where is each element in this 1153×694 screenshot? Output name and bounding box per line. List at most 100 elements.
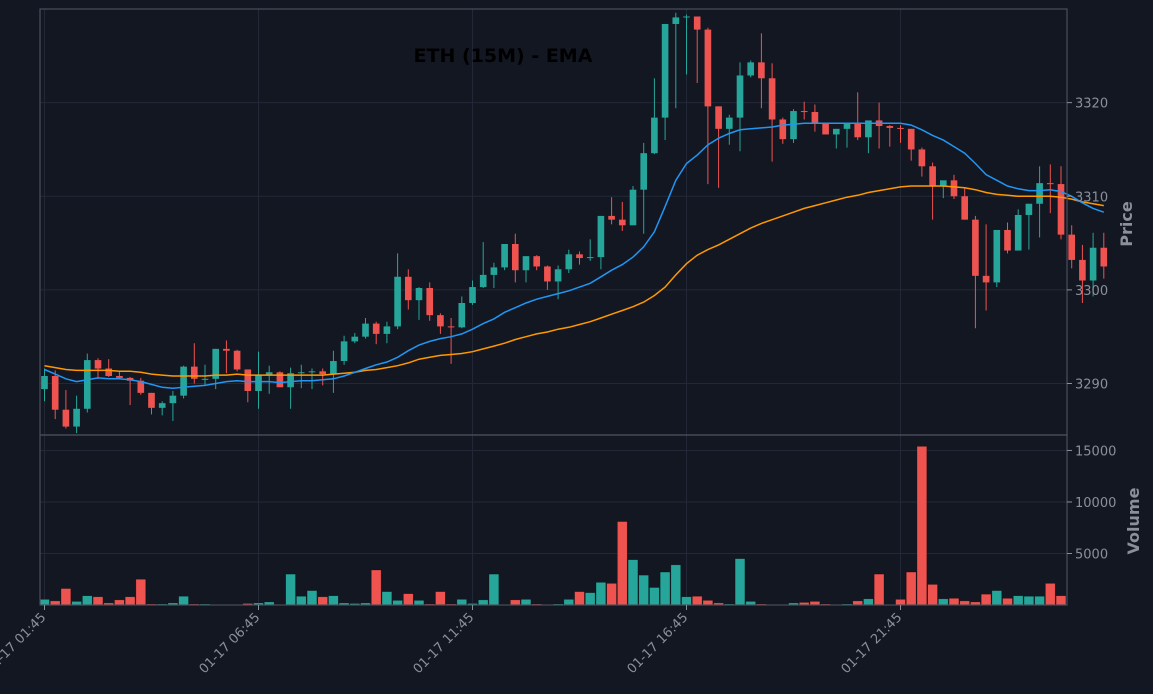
candle-up	[661, 23, 669, 118]
candle-down	[511, 244, 519, 271]
volume-tick-label: 5000	[1075, 547, 1108, 562]
candle-down	[715, 106, 722, 129]
candle-down	[576, 254, 583, 259]
volume-bar-up	[82, 595, 93, 606]
candle-up	[725, 117, 733, 129]
candle-up	[479, 274, 487, 288]
candle-down	[276, 372, 284, 388]
candle-down	[233, 350, 241, 370]
volume-bar-down	[606, 583, 617, 606]
volume-bar-down	[370, 569, 382, 606]
candle-down	[704, 29, 712, 107]
ema-fast-line	[44, 122, 1105, 389]
candle-up	[736, 75, 744, 118]
candle-up	[415, 288, 423, 301]
volume-bar-up	[456, 599, 468, 606]
candle-down	[1068, 234, 1076, 260]
volume-bar-down	[317, 596, 328, 606]
volume-bar-down	[403, 593, 414, 606]
chart-title: ETH (15M) - EMA	[414, 45, 593, 67]
volume-bar-up	[595, 582, 607, 606]
candle-up	[330, 361, 337, 375]
candle-up	[265, 372, 273, 376]
volume-panel-frame	[39, 434, 1068, 606]
candle-up	[672, 17, 680, 24]
volume-bar-down	[691, 595, 703, 606]
price-candles	[41, 12, 1108, 434]
candle-down	[1004, 229, 1011, 251]
volume-bar-down	[702, 600, 714, 606]
volume-tick-label: 10000	[1075, 496, 1116, 511]
candle-down	[886, 126, 894, 128]
candle-down	[404, 276, 412, 301]
candle-up	[597, 215, 605, 258]
volume-bar-up	[306, 590, 318, 606]
candle-down	[533, 256, 541, 267]
candle-down	[447, 326, 455, 328]
candle-down	[768, 78, 776, 120]
candle-up	[169, 395, 177, 404]
price-tick-label: 3310	[1075, 190, 1108, 205]
candle-up	[939, 180, 947, 186]
candle-up	[747, 62, 755, 76]
candle-up	[651, 117, 658, 154]
candle-down	[907, 128, 915, 150]
volume-bar-up	[285, 573, 296, 606]
volume-bar-up	[477, 599, 489, 606]
candle-up	[501, 244, 508, 268]
candle-down	[982, 275, 990, 283]
candle-up	[1014, 214, 1022, 251]
ema-slow-line	[44, 185, 1104, 377]
price-axis-label: Price	[1117, 201, 1136, 247]
candle-down	[137, 380, 145, 393]
volume-bar-up	[488, 573, 500, 606]
candle-down	[758, 62, 765, 79]
candle-down	[618, 219, 626, 226]
candle-up	[458, 302, 466, 328]
candle-down	[961, 196, 969, 220]
volume-bar-down	[948, 598, 960, 606]
candle-up	[308, 371, 316, 373]
candle-down	[854, 123, 862, 138]
volume-bar-down	[927, 584, 938, 606]
volume-bar-down	[92, 596, 104, 606]
candle-down	[319, 371, 327, 375]
candle-up	[640, 153, 648, 190]
candle-up	[586, 257, 594, 259]
candle-up	[1036, 183, 1043, 204]
time-tick-label: 01-17 06:45	[197, 610, 264, 677]
volume-bar-up	[670, 564, 682, 606]
candle-up	[565, 254, 573, 270]
candle-up	[790, 111, 797, 140]
volume-bar-up	[296, 595, 307, 606]
candle-down	[897, 127, 904, 129]
volume-bar-up	[938, 598, 949, 606]
candle-down	[929, 166, 936, 186]
volume-bar-down	[114, 599, 125, 606]
candle-up	[993, 229, 1001, 283]
candle-down	[693, 16, 701, 30]
candle-up	[340, 341, 348, 362]
candle-up	[255, 375, 262, 391]
volume-bar-up	[1012, 595, 1024, 606]
volume-bar-up	[863, 598, 874, 606]
candle-up	[843, 123, 851, 129]
candle-down	[51, 376, 59, 410]
volume-bar-down	[916, 446, 928, 606]
candle-up	[832, 128, 840, 135]
volume-bar-up	[584, 592, 596, 606]
candle-down	[426, 288, 434, 316]
volume-bar-up	[381, 591, 393, 606]
volume-bar-up	[638, 574, 649, 606]
volume-bar-up	[1023, 595, 1035, 606]
volume-bar-up	[39, 599, 50, 606]
candle-up	[554, 269, 562, 282]
candle-up	[297, 372, 305, 374]
candle-up	[212, 348, 220, 379]
volume-bar-down	[124, 596, 136, 606]
volume-bar-up	[627, 559, 639, 606]
candle-up	[41, 376, 48, 390]
price-tick-label: 3320	[1075, 97, 1108, 112]
candle-down	[94, 360, 102, 369]
